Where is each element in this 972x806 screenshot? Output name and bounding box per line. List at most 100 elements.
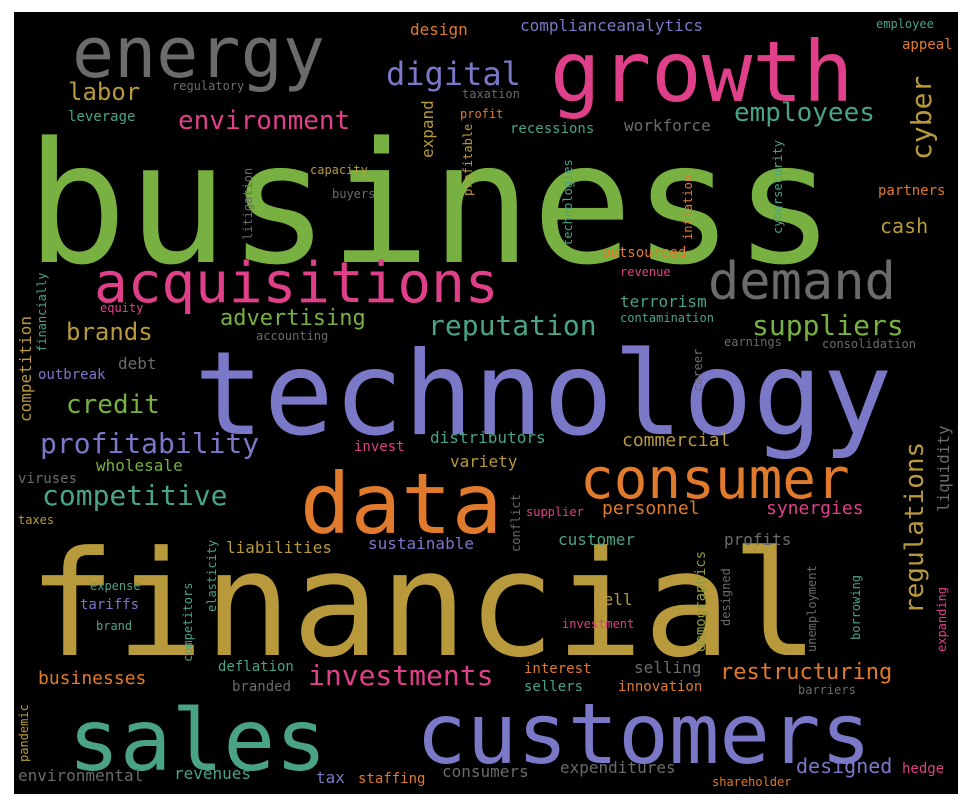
word: environmental (18, 766, 144, 785)
word: advertising (220, 306, 366, 331)
word: earnings (724, 335, 782, 349)
word: profitable (461, 123, 475, 196)
word: profits (724, 530, 792, 549)
word: leverage (68, 109, 136, 125)
word: technologies (561, 159, 575, 246)
word: pandemic (17, 704, 31, 762)
word: competitors (181, 582, 195, 662)
word: credit (66, 390, 160, 420)
word: equity (100, 301, 144, 315)
word: revenues (174, 764, 252, 783)
word: accounting (256, 329, 329, 343)
word: energy (72, 12, 325, 94)
word: complianceanalytics (520, 16, 704, 35)
word: brand (96, 619, 133, 633)
word: synergies (766, 498, 864, 519)
word: innovation (618, 679, 703, 695)
word: competitive (42, 479, 228, 512)
word: sell (594, 590, 633, 609)
word: growth (550, 23, 854, 121)
word: career (691, 348, 705, 392)
word: financial (28, 520, 820, 690)
word: revenue (620, 265, 671, 279)
word: acquisitions (94, 251, 499, 316)
word: employees (734, 98, 875, 128)
word: buyers (332, 187, 376, 201)
word: sustainable (368, 534, 474, 553)
word: liquidity (934, 425, 953, 512)
word: business (26, 106, 836, 302)
word-cloud-canvas: business financial technology customers … (14, 12, 958, 794)
word: hedge (902, 761, 945, 777)
word: data (300, 455, 503, 553)
word: profit (460, 107, 504, 121)
word: customer (558, 530, 636, 549)
word: regulations (900, 441, 930, 614)
word: environment (178, 106, 351, 136)
word: consumer (580, 447, 850, 512)
word: contamination (620, 311, 714, 325)
word: deflation (218, 659, 294, 675)
word: investment (562, 617, 635, 631)
word: technology (194, 327, 893, 462)
word: consolidation (822, 337, 916, 351)
word: capacity (310, 163, 368, 177)
word: inflation (681, 174, 695, 240)
word: design (410, 20, 468, 39)
word: viruses (18, 471, 78, 487)
word: expenditures (560, 758, 676, 777)
word: shareholder (712, 775, 792, 789)
word: taxes (18, 513, 55, 527)
word: digital (386, 55, 521, 93)
word: invest (354, 439, 405, 455)
word: outsourced (602, 245, 687, 261)
word: recessions (510, 121, 595, 137)
word: supplier (526, 505, 584, 519)
word: unemployment (805, 565, 819, 652)
word: conflict (509, 494, 523, 552)
word: commercial (622, 430, 731, 451)
word: tax (316, 768, 345, 787)
word: cyber (905, 75, 938, 160)
word: competition (16, 316, 35, 422)
word: businesses (38, 668, 147, 689)
word: sales (68, 691, 327, 791)
word: reputation (428, 309, 597, 342)
word: debt (118, 354, 157, 373)
word: branded (232, 679, 292, 695)
word: litigation (241, 167, 255, 240)
word: labor (68, 78, 141, 106)
word: sellers (524, 679, 584, 695)
word: cybersecurity (771, 140, 785, 234)
word: personnel (602, 498, 700, 519)
word: tariffs (80, 597, 140, 613)
word: employee (876, 17, 934, 31)
word: expense (90, 579, 141, 593)
word: interest (524, 661, 592, 677)
word: wholesale (96, 456, 183, 475)
word: elasticity (205, 539, 219, 612)
word: terrorism (620, 292, 707, 311)
word: appeal (902, 37, 953, 53)
word: distributors (430, 428, 546, 447)
word: designed (796, 754, 893, 778)
word: profitability (40, 427, 260, 460)
word: consumers (442, 762, 529, 781)
word: restructuring (720, 660, 893, 685)
word: demographics (693, 550, 709, 652)
word: barriers (798, 683, 856, 697)
word: demand (708, 252, 896, 312)
word: financially (35, 272, 49, 352)
word: cash (880, 214, 929, 238)
word: investments (308, 659, 494, 692)
word: outbreak (38, 367, 106, 383)
word: taxation (462, 87, 520, 101)
word: selling (634, 658, 702, 677)
word: customers (416, 685, 872, 783)
word: suppliers (752, 309, 904, 342)
word: borrowing (849, 574, 863, 640)
word: designed (719, 568, 733, 626)
word: partners (878, 183, 946, 199)
word: regulatory (172, 79, 245, 93)
word: expand (418, 100, 437, 158)
